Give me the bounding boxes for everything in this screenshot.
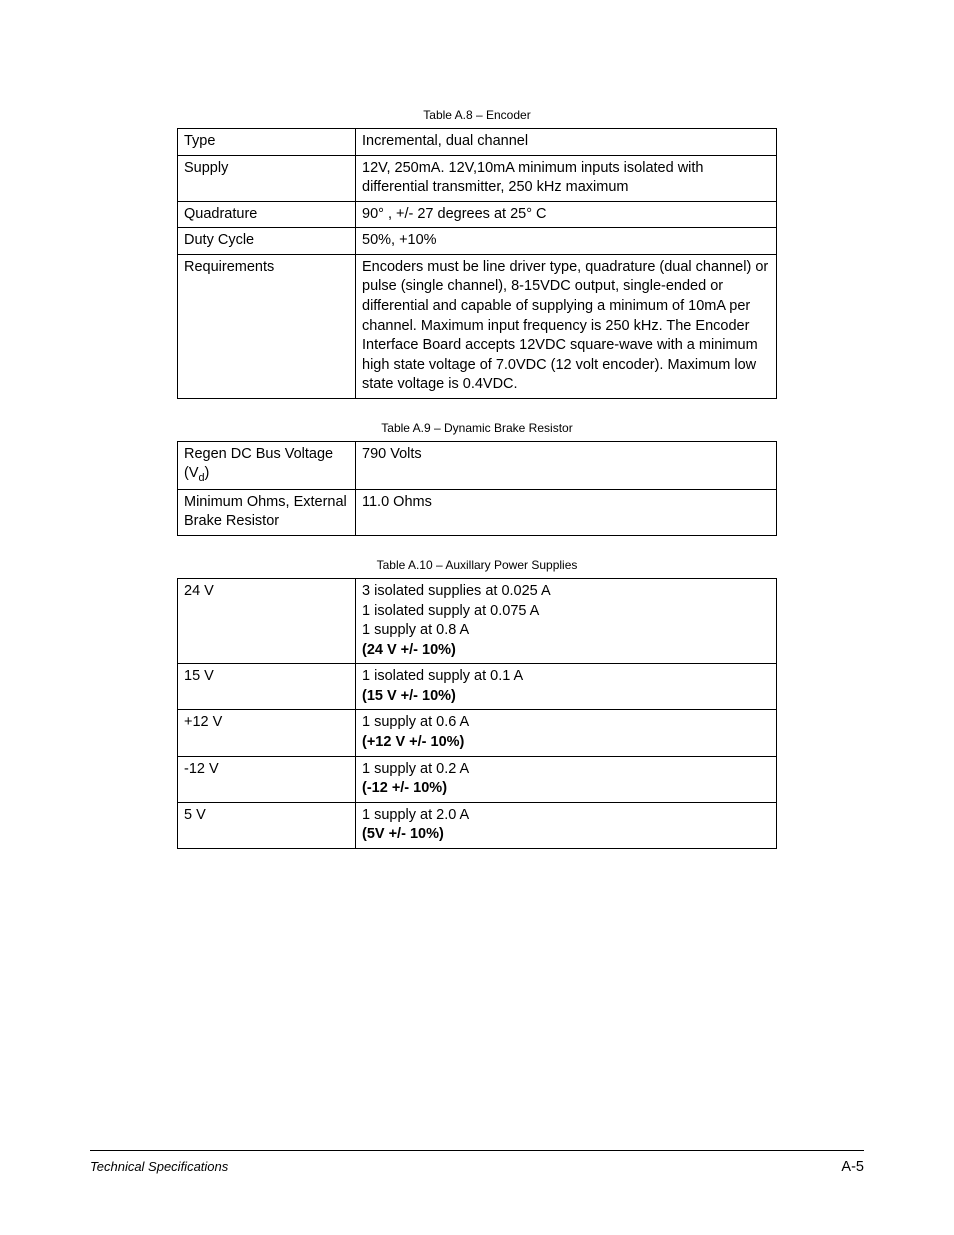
row-label: Quadrature [178, 201, 356, 228]
table-row: TypeIncremental, dual channel [178, 129, 777, 156]
row-value: 50%, +10% [356, 228, 777, 255]
table-row: Regen DC Bus Voltage (Vd)790 Volts [178, 441, 777, 489]
table-row: Quadrature90° , +/- 27 degrees at 25° C [178, 201, 777, 228]
row-label: 15 V [178, 664, 356, 710]
row-label: Type [178, 129, 356, 156]
value-line-bold: (15 V +/- 10%) [362, 687, 770, 707]
table-a10-body: 24 V3 isolated supplies at 0.025 A1 isol… [178, 579, 777, 849]
row-label: Duty Cycle [178, 228, 356, 255]
row-value: 90° , +/- 27 degrees at 25° C [356, 201, 777, 228]
value-line: 1 supply at 0.8 A [362, 621, 770, 641]
footer-page-number: A-5 [841, 1159, 864, 1175]
table-a8-encoder: TypeIncremental, dual channelSupply12V, … [177, 128, 777, 399]
table-caption-a8: Table A.8 – Encoder [90, 108, 864, 122]
row-value: 3 isolated supplies at 0.025 A1 isolated… [356, 579, 777, 664]
value-line: 3 isolated supplies at 0.025 A [362, 582, 770, 602]
row-label: -12 V [178, 756, 356, 802]
value-line: 1 isolated supply at 0.1 A [362, 667, 770, 687]
row-value: 11.0 Ohms [356, 489, 777, 535]
value-line: 1 supply at 0.6 A [362, 713, 770, 733]
row-label: Minimum Ohms, External Brake Resistor [178, 489, 356, 535]
value-line-bold: (+12 V +/- 10%) [362, 733, 770, 753]
table-row: -12 V1 supply at 0.2 A(-12 +/- 10%) [178, 756, 777, 802]
table-a9-body: Regen DC Bus Voltage (Vd)790 VoltsMinimu… [178, 441, 777, 535]
row-label: 5 V [178, 802, 356, 848]
table-a10-aux-power: 24 V3 isolated supplies at 0.025 A1 isol… [177, 578, 777, 849]
table-row: 24 V3 isolated supplies at 0.025 A1 isol… [178, 579, 777, 664]
table-row: Duty Cycle50%, +10% [178, 228, 777, 255]
value-line: 1 isolated supply at 0.075 A [362, 602, 770, 622]
row-label: Requirements [178, 254, 356, 398]
value-line-bold: (5V +/- 10%) [362, 825, 770, 845]
row-value: Encoders must be line driver type, quadr… [356, 254, 777, 398]
row-value: 1 supply at 0.2 A(-12 +/- 10%) [356, 756, 777, 802]
row-value: 1 supply at 0.6 A(+12 V +/- 10%) [356, 710, 777, 756]
table-row: Supply12V, 250mA. 12V,10mA minimum input… [178, 155, 777, 201]
row-label: Regen DC Bus Voltage (Vd) [178, 441, 356, 489]
footer-section-title: Technical Specifications [90, 1159, 228, 1174]
table-row: 15 V1 isolated supply at 0.1 A(15 V +/- … [178, 664, 777, 710]
table-row: +12 V1 supply at 0.6 A(+12 V +/- 10%) [178, 710, 777, 756]
row-value: 1 supply at 2.0 A(5V +/- 10%) [356, 802, 777, 848]
table-row: RequirementsEncoders must be line driver… [178, 254, 777, 398]
value-line: 1 supply at 2.0 A [362, 806, 770, 826]
page-content: Table A.8 – Encoder TypeIncremental, dua… [0, 0, 954, 849]
table-a8-body: TypeIncremental, dual channelSupply12V, … [178, 129, 777, 399]
table-row: Minimum Ohms, External Brake Resistor11.… [178, 489, 777, 535]
table-a9-dynamic-brake: Regen DC Bus Voltage (Vd)790 VoltsMinimu… [177, 441, 777, 536]
row-value: Incremental, dual channel [356, 129, 777, 156]
value-line-bold: (24 V +/- 10%) [362, 641, 770, 661]
row-label: Supply [178, 155, 356, 201]
table-caption-a9: Table A.9 – Dynamic Brake Resistor [90, 421, 864, 435]
value-line-bold: (-12 +/- 10%) [362, 779, 770, 799]
table-caption-a10: Table A.10 – Auxillary Power Supplies [90, 558, 864, 572]
page-footer: Technical Specifications A-5 [90, 1150, 864, 1175]
row-value: 1 isolated supply at 0.1 A(15 V +/- 10%) [356, 664, 777, 710]
value-line: 1 supply at 0.2 A [362, 760, 770, 780]
row-label: +12 V [178, 710, 356, 756]
row-label: 24 V [178, 579, 356, 664]
row-value: 12V, 250mA. 12V,10mA minimum inputs isol… [356, 155, 777, 201]
row-value: 790 Volts [356, 441, 777, 489]
table-row: 5 V1 supply at 2.0 A(5V +/- 10%) [178, 802, 777, 848]
